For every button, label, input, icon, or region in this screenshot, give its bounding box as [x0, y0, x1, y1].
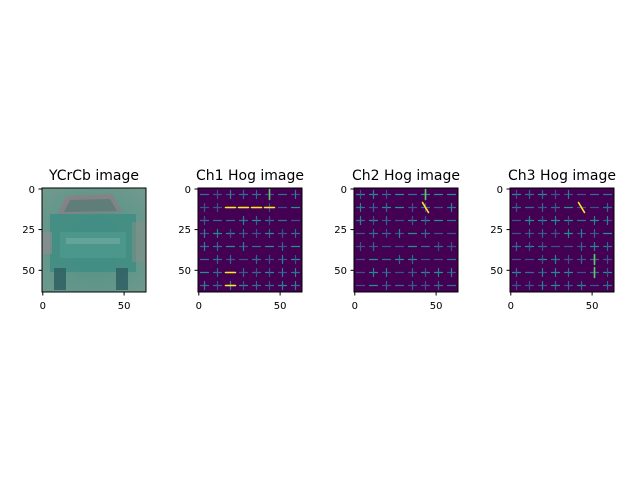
y-axis: 0 25 50	[178, 185, 198, 277]
x-tick-label: 50	[118, 301, 131, 312]
y-tick-label: 25	[22, 225, 35, 236]
hog-background	[510, 188, 614, 292]
y-tick-label: 0	[341, 185, 347, 196]
y-tick-label: 25	[490, 225, 503, 236]
panel-title: YCrCb image	[48, 168, 139, 184]
x-tick-label: 0	[352, 301, 358, 312]
y-tick-label: 50	[334, 266, 347, 277]
panel-title: Ch3 Hog image	[508, 168, 616, 184]
panel-ch3-hog: Ch3 Hog image 0 25 50 0 50	[490, 168, 616, 312]
panel-title: Ch1 Hog image	[196, 168, 304, 184]
y-tick-label: 0	[29, 185, 35, 196]
y-tick-label: 25	[178, 225, 191, 236]
y-axis: 0 25 50	[490, 185, 510, 277]
hog-background	[354, 188, 458, 292]
x-axis: 0 50	[196, 292, 287, 312]
panel-title: Ch2 Hog image	[352, 168, 460, 184]
x-tick-label: 0	[508, 301, 514, 312]
y-tick-label: 25	[334, 225, 347, 236]
y-tick-label: 0	[185, 185, 191, 196]
hog-background	[198, 188, 302, 292]
x-tick-label: 50	[274, 301, 287, 312]
ycrcb-image	[42, 188, 146, 292]
y-axis: 0 25 50	[334, 185, 354, 277]
panel-ch2-hog: Ch2 Hog image 0 25 50 0 50	[334, 168, 460, 312]
y-tick-label: 50	[22, 266, 35, 277]
y-tick-label: 50	[178, 266, 191, 277]
x-axis: 0 50	[352, 292, 443, 312]
y-tick-label: 50	[490, 266, 503, 277]
panel-ch1-hog: Ch1 Hog image 0 25 50 0 50	[178, 168, 304, 312]
y-tick-label: 0	[497, 185, 503, 196]
x-tick-label: 0	[40, 301, 46, 312]
x-axis: 0 50	[508, 292, 599, 312]
x-tick-label: 50	[430, 301, 443, 312]
x-tick-label: 0	[196, 301, 202, 312]
panel-ycrcb: YCrCb image 0 25 50	[22, 168, 146, 312]
x-tick-label: 50	[586, 301, 599, 312]
y-axis: 0 25 50	[22, 185, 42, 277]
x-axis: 0 50	[40, 292, 131, 312]
